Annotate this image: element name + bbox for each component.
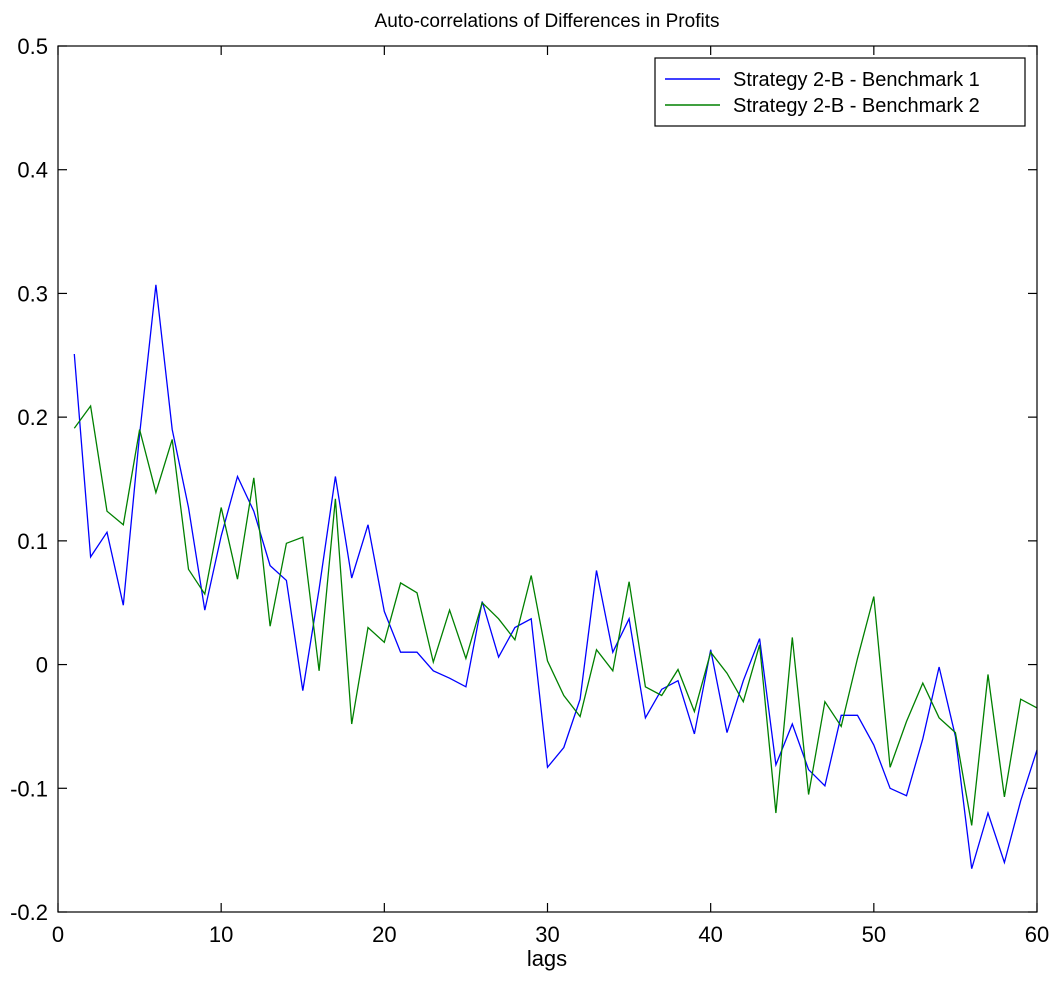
legend: Strategy 2-B - Benchmark 1 Strategy 2-B -…: [654, 57, 1026, 127]
y-tick-label: 0: [36, 653, 48, 678]
chart-title: Auto-correlations of Differences in Prof…: [375, 11, 720, 32]
x-tick-label: 0: [52, 922, 64, 947]
y-tick-label: 0.3: [17, 281, 48, 306]
x-tick-label: 40: [698, 922, 722, 947]
x-axis-label: lags: [527, 946, 567, 971]
series-line-2: [73, 404, 1038, 826]
series-line-1: [73, 284, 1038, 869]
x-tick-label: 20: [372, 922, 396, 947]
axes-layer: 0 10 20 30 40 50 60 -0.2 -0.1 0 0.1 0.2 0.3 0.4 0.5: [10, 34, 1049, 947]
legend-label-2: Strategy 2-B - Benchmark 2: [733, 95, 980, 117]
y-tick-label: -0.2: [10, 900, 48, 925]
legend-label-1: Strategy 2-B - Benchmark 1: [733, 69, 980, 91]
y-tick-label: 0.1: [17, 529, 48, 554]
legend-box: [654, 57, 1026, 127]
y-tick-label: -0.1: [10, 776, 48, 801]
x-tick-label: 50: [862, 922, 886, 947]
y-tick-label: 0.5: [17, 34, 48, 59]
y-tick-label: 0.2: [17, 405, 48, 430]
x-tick-label: 60: [1025, 922, 1049, 947]
x-tick-label: 10: [209, 922, 233, 947]
y-tick-label: 0.4: [17, 158, 48, 183]
x-tick-label: 30: [535, 922, 559, 947]
series-layer: [73, 284, 1038, 869]
